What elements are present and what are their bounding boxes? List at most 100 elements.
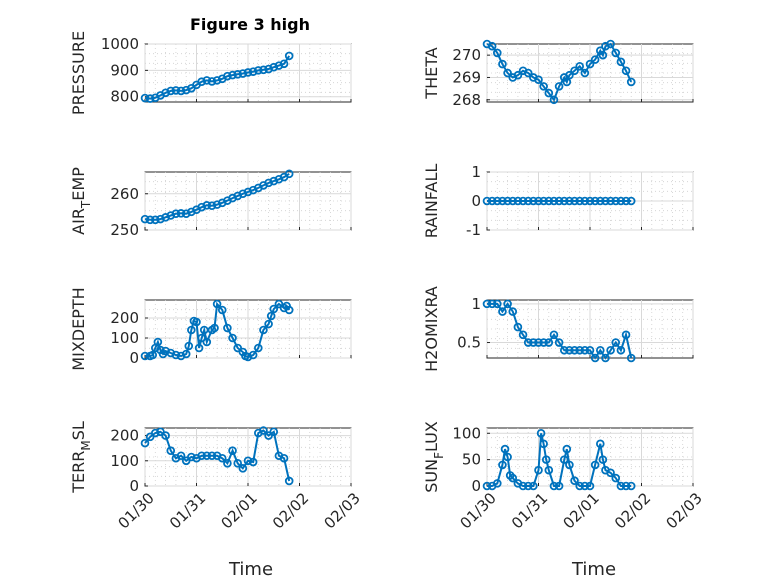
y-tick-label: 1 bbox=[471, 295, 481, 313]
data-point bbox=[534, 196, 543, 206]
data-point bbox=[539, 338, 548, 347]
y-tick-label: 900 bbox=[110, 61, 139, 79]
data-point bbox=[606, 345, 615, 355]
data-point bbox=[202, 201, 212, 210]
data-point bbox=[598, 455, 608, 464]
data-point bbox=[523, 196, 533, 206]
data-point bbox=[148, 350, 158, 360]
data-point bbox=[243, 187, 253, 197]
data-point bbox=[487, 196, 497, 206]
data-point bbox=[228, 446, 237, 455]
y-tick-label: -1 bbox=[466, 221, 481, 239]
data-point bbox=[269, 427, 279, 437]
data-point bbox=[513, 196, 523, 206]
data-point bbox=[565, 196, 574, 206]
data-point bbox=[207, 77, 217, 86]
data-point bbox=[248, 67, 258, 76]
data-point bbox=[529, 338, 538, 347]
data-point bbox=[482, 481, 492, 491]
x-tick-label: 02/02 bbox=[269, 489, 312, 532]
data-point bbox=[238, 464, 248, 473]
data-point bbox=[184, 341, 194, 351]
y-tick-label: 268 bbox=[452, 91, 481, 109]
data-point bbox=[498, 307, 507, 316]
data-point bbox=[518, 330, 528, 340]
data-point bbox=[202, 337, 212, 347]
data-point bbox=[492, 196, 502, 206]
data-point bbox=[549, 95, 559, 105]
data-point bbox=[503, 299, 512, 309]
data-point bbox=[575, 196, 584, 206]
data-point bbox=[233, 70, 243, 79]
data-point bbox=[140, 93, 150, 103]
subplot-air_temp: 250 260 AIRTEMP bbox=[69, 167, 352, 239]
data-point bbox=[590, 55, 600, 64]
data-point bbox=[565, 70, 574, 80]
y-tick-label: 250 bbox=[110, 221, 139, 239]
x-tick-label: 01/30 bbox=[115, 489, 158, 532]
data-point bbox=[166, 86, 176, 96]
data-point bbox=[534, 465, 543, 475]
data-point bbox=[187, 452, 196, 462]
data-point bbox=[202, 451, 212, 461]
data-point bbox=[238, 69, 248, 78]
data-point bbox=[570, 66, 579, 76]
data-point bbox=[223, 323, 232, 333]
subplot-pressure: 800 900 1000 PRESSURE bbox=[69, 31, 352, 115]
x-tick-label: 02/01 bbox=[560, 489, 603, 532]
y-tick-label: 100 bbox=[110, 452, 139, 470]
data-point bbox=[171, 209, 181, 218]
data-point bbox=[269, 176, 279, 186]
data-point bbox=[145, 215, 155, 225]
subplot-sun_flux: 0 50 100 SUNFLUX 01/30 01/31 02/01 02/02 02/03 bbox=[422, 421, 706, 532]
x-tick-label: 01/31 bbox=[508, 489, 551, 532]
data-point bbox=[279, 453, 289, 463]
x-tick-label: 02/01 bbox=[218, 489, 261, 532]
data-point bbox=[274, 61, 284, 70]
data-point bbox=[621, 330, 631, 340]
data-point bbox=[559, 345, 569, 355]
data-point bbox=[487, 299, 497, 309]
data-point bbox=[626, 353, 636, 363]
data-point bbox=[570, 196, 579, 206]
data-point bbox=[601, 353, 610, 363]
data-point bbox=[508, 473, 518, 483]
y-tick-label: 100 bbox=[110, 329, 139, 347]
data-point bbox=[266, 311, 276, 321]
data-point bbox=[166, 446, 176, 455]
data-point bbox=[207, 201, 217, 211]
data-point bbox=[166, 211, 176, 220]
data-point bbox=[518, 481, 528, 491]
data-point bbox=[498, 196, 507, 206]
data-point bbox=[606, 39, 615, 49]
data-point bbox=[595, 345, 605, 355]
data-point bbox=[601, 196, 610, 206]
data-point bbox=[161, 431, 170, 440]
y-tick-label: 1 bbox=[471, 163, 481, 181]
data-point bbox=[151, 215, 160, 225]
data-point bbox=[259, 325, 268, 335]
data-point bbox=[500, 444, 510, 454]
series-line bbox=[144, 429, 291, 482]
x-axis-label-right: Time bbox=[571, 559, 616, 580]
data-point bbox=[212, 200, 222, 209]
data-point bbox=[616, 345, 626, 355]
data-point bbox=[534, 338, 543, 347]
data-point bbox=[259, 65, 268, 75]
data-point bbox=[549, 481, 559, 491]
data-point bbox=[176, 86, 186, 96]
x-tick-label: 02/03 bbox=[663, 489, 706, 532]
data-point bbox=[181, 209, 191, 218]
data-point bbox=[536, 428, 546, 438]
y-axis-label-5: H2OMIXRA bbox=[422, 286, 441, 372]
data-point bbox=[549, 330, 559, 340]
x-axis-labels: Time Time bbox=[228, 559, 616, 580]
data-point bbox=[580, 68, 590, 78]
data-point bbox=[192, 317, 201, 327]
data-point bbox=[621, 481, 631, 491]
data-point bbox=[264, 64, 273, 74]
data-point bbox=[212, 299, 222, 309]
data-point bbox=[145, 94, 155, 103]
data-point bbox=[616, 196, 626, 206]
x-tick-label: 01/30 bbox=[457, 489, 500, 532]
